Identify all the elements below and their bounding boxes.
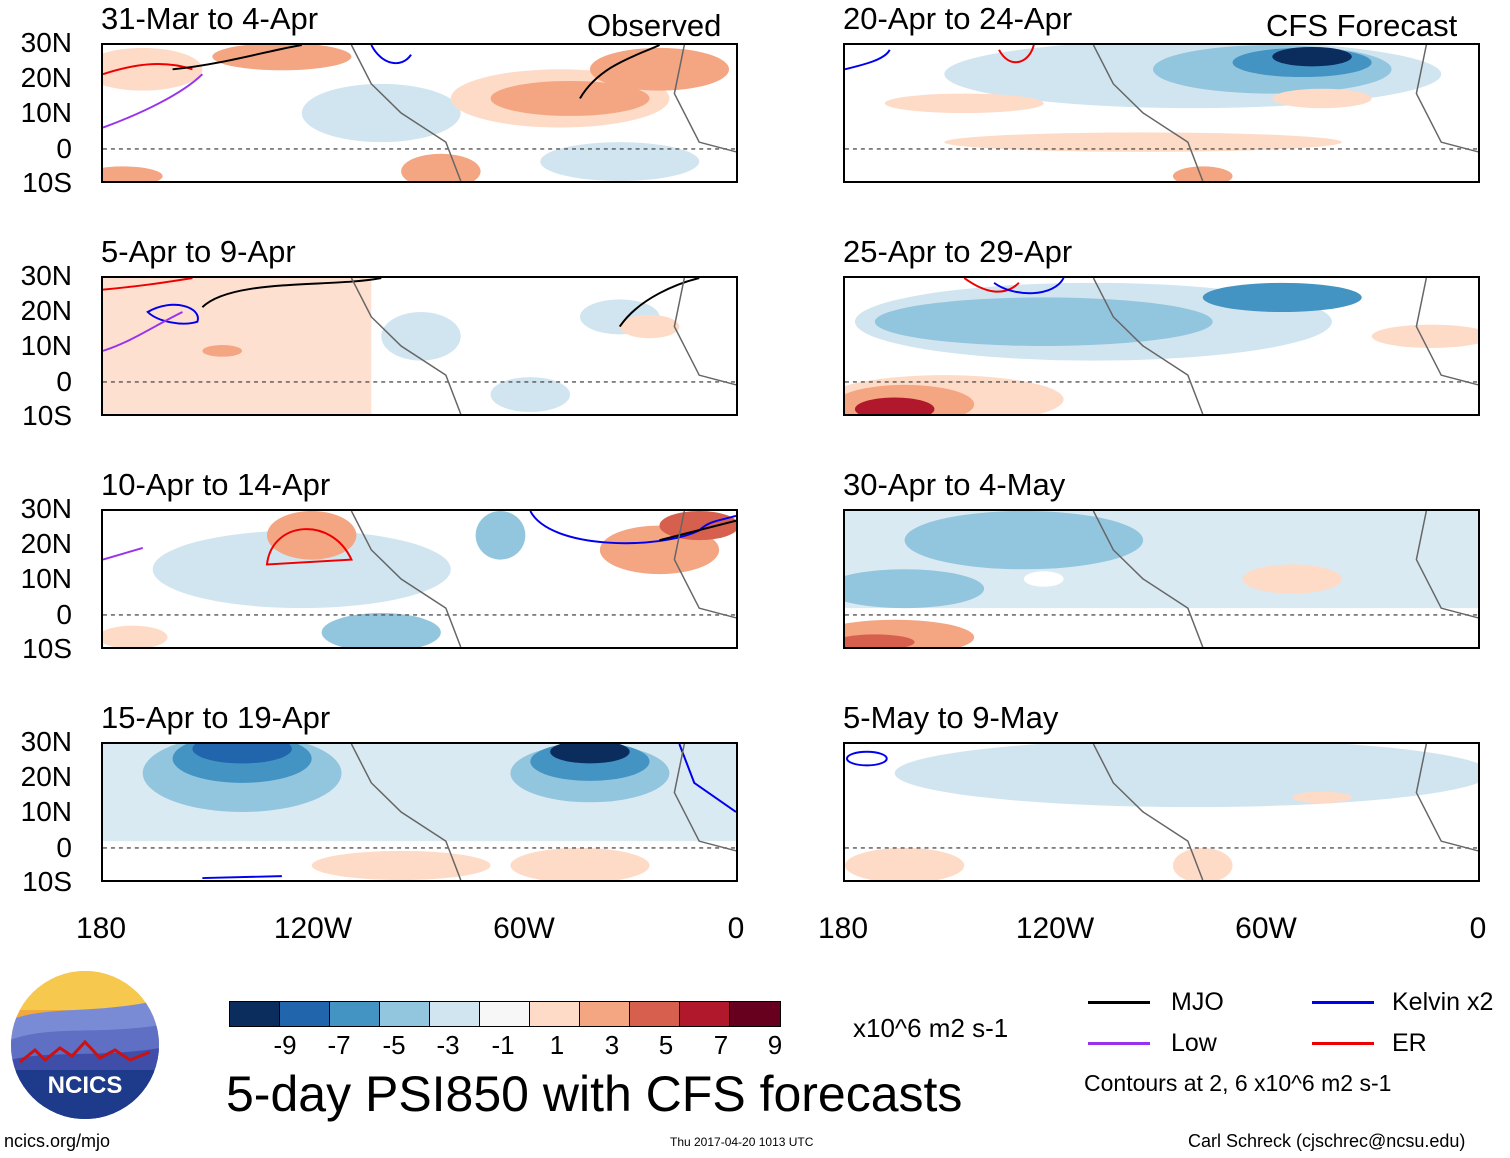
cb-tick: 7 (713, 1030, 729, 1060)
y-tick: 30N (20, 493, 72, 524)
panel-title-right-1: 20-Apr to 24-Apr (843, 1, 1073, 36)
legend-er-line (1312, 1042, 1374, 1045)
main-title: 5-day PSI850 with CFS forecasts (226, 1066, 963, 1122)
y-tick: 10S (22, 400, 72, 431)
map-panel-right-4 (843, 742, 1480, 882)
map-panel-right-1 (843, 43, 1480, 183)
colorbar (229, 1001, 781, 1027)
cb-tick: -3 (436, 1030, 460, 1060)
cb-tick: -1 (491, 1030, 515, 1060)
legend-kelvin-line (1312, 1001, 1374, 1004)
y-tick: 10S (22, 167, 72, 198)
colorbar-swatch (730, 1002, 780, 1026)
map-panel-left-2 (101, 276, 738, 416)
cb-tick: 3 (604, 1030, 620, 1060)
cb-tick: -9 (273, 1030, 297, 1060)
y-tick: 30N (20, 726, 72, 757)
legend-kelvin-label: Kelvin x2 (1392, 988, 1494, 1016)
ncics-logo: NCICS (10, 970, 160, 1120)
y-tick: 0 (56, 366, 72, 397)
colorbar-swatch (480, 1002, 530, 1026)
map-panel-left-1 (101, 43, 738, 183)
colorbar-swatch (630, 1002, 680, 1026)
footer-url[interactable]: ncics.org/mjo (4, 1131, 111, 1151)
map-panel-left-3 (101, 509, 738, 649)
y-tick: 10N (20, 796, 72, 827)
y-tick: 10S (22, 866, 72, 897)
y-tick: 30N (20, 260, 72, 291)
cb-tick: 1 (549, 1030, 565, 1060)
y-tick: 30N (20, 27, 72, 58)
map-panel-right-2 (843, 276, 1480, 416)
observed-label: Observed (587, 8, 722, 43)
x-tick: 0 (727, 912, 745, 945)
legend-low-line (1088, 1042, 1150, 1045)
y-tick: 0 (56, 133, 72, 164)
colorbar-swatch (680, 1002, 730, 1026)
x-tick: 120W (273, 912, 353, 945)
cb-tick: -5 (382, 1030, 406, 1060)
panel-title-right-4: 5-May to 9-May (843, 700, 1059, 735)
footer-timestamp: Thu 2017-04-20 1013 UTC (670, 1135, 814, 1149)
y-tick: 10N (20, 563, 72, 594)
colorbar-swatch (280, 1002, 330, 1026)
panel-title-left-3: 10-Apr to 14-Apr (101, 467, 331, 502)
x-tick: 180 (75, 912, 127, 945)
y-tick: 10N (20, 97, 72, 128)
y-tick: 10S (22, 633, 72, 664)
y-tick: 0 (56, 599, 72, 630)
colorbar-swatch (530, 1002, 580, 1026)
x-tick: 60W (1235, 912, 1297, 945)
cb-tick: -7 (327, 1030, 351, 1060)
y-tick: 20N (20, 761, 72, 792)
footer-author: Carl Schreck (cjschrec@ncsu.edu) (1188, 1131, 1466, 1151)
legend-er-label: ER (1392, 1029, 1427, 1057)
logo-text: NCICS (48, 1072, 123, 1099)
legend-mjo-line (1088, 1001, 1150, 1004)
cb-tick: 5 (658, 1030, 674, 1060)
x-tick: 60W (493, 912, 555, 945)
colorbar-units: x10^6 m2 s-1 (853, 1013, 1009, 1043)
colorbar-swatch (580, 1002, 630, 1026)
y-tick: 10N (20, 330, 72, 361)
legend-note: Contours at 2, 6 x10^6 m2 s-1 (1084, 1070, 1392, 1096)
cb-tick: 9 (767, 1030, 783, 1060)
y-tick: 20N (20, 528, 72, 559)
y-tick: 20N (20, 62, 72, 93)
map-panel-right-3 (843, 509, 1480, 649)
colorbar-swatch (330, 1002, 380, 1026)
x-tick: 120W (1015, 912, 1095, 945)
panel-title-left-2: 5-Apr to 9-Apr (101, 234, 296, 269)
panel-title-left-1: 31-Mar to 4-Apr (101, 1, 319, 36)
colorbar-swatch (380, 1002, 430, 1026)
panel-title-left-4: 15-Apr to 19-Apr (101, 700, 331, 735)
y-tick: 0 (56, 832, 72, 863)
colorbar-swatch (230, 1002, 280, 1026)
legend-low-label: Low (1171, 1029, 1217, 1057)
x-tick: 0 (1469, 912, 1487, 945)
legend-mjo-label: MJO (1171, 988, 1224, 1016)
x-tick: 180 (817, 912, 869, 945)
panel-title-right-3: 30-Apr to 4-May (843, 467, 1066, 502)
forecast-label: CFS Forecast (1266, 8, 1458, 43)
map-panel-left-4 (101, 742, 738, 882)
y-tick: 20N (20, 295, 72, 326)
panel-title-right-2: 25-Apr to 29-Apr (843, 234, 1073, 269)
colorbar-swatch (430, 1002, 480, 1026)
